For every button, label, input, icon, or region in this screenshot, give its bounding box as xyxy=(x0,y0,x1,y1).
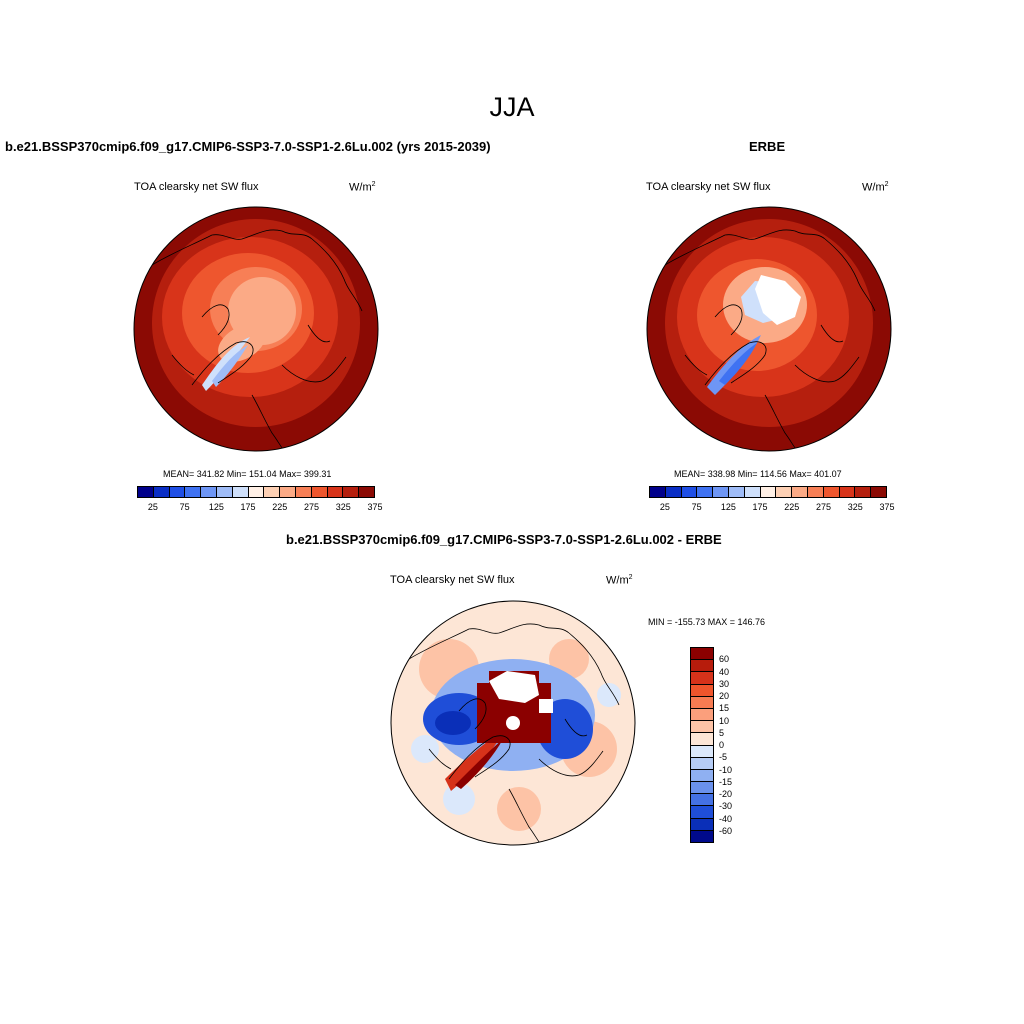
obs-colorbar-swatch xyxy=(855,487,872,497)
obs-colorbar-swatch xyxy=(823,487,840,497)
obs-colorbar-swatch xyxy=(760,487,777,497)
diff-colorbar-tick-label: 0 xyxy=(719,740,725,750)
model-colorbar-swatch xyxy=(359,487,374,497)
model-panel-title: b.e21.BSSP370cmip6.f09_g17.CMIP6-SSP3-7.… xyxy=(5,139,491,154)
model-colorbar-tick-label: 175 xyxy=(240,502,256,512)
obs-colorbar-swatch xyxy=(807,487,824,497)
obs-colorbar-swatch xyxy=(665,487,682,497)
model-units-label: W/m2 xyxy=(349,181,376,194)
model-polar-map xyxy=(133,206,379,452)
diff-colorbar-swatch xyxy=(691,782,713,795)
obs-units-label: W/m2 xyxy=(862,181,889,194)
obs-colorbar-tick-label: 325 xyxy=(847,502,863,512)
obs-colorbar-ticks: 25 75 125 175 225 275 325 375 xyxy=(649,502,895,516)
model-colorbar-swatch xyxy=(343,487,360,497)
diff-colorbar-tick-label: -60 xyxy=(719,825,733,836)
diff-colorbar-tick-label: 15 xyxy=(719,703,730,714)
diff-colorbar-tick-label: -10 xyxy=(719,764,733,775)
model-stats: MEAN= 341.82 Min= 151.04 Max= 399.31 xyxy=(163,469,332,479)
obs-colorbar-tick-label: 125 xyxy=(720,502,736,512)
diff-colorbar-tick-label: -40 xyxy=(719,813,733,824)
model-colorbar-swatch xyxy=(185,487,202,497)
model-colorbar-tick-label: 125 xyxy=(208,502,224,512)
model-colorbar-swatch xyxy=(280,487,296,497)
diff-colorbar-tick-label: 5 xyxy=(719,727,725,738)
obs-colorbar-swatch xyxy=(697,487,714,497)
model-colorbar-tick-label: 275 xyxy=(304,502,320,512)
diff-colorbar-swatch xyxy=(691,672,713,685)
diff-colorbar xyxy=(690,647,714,843)
diff-colorbar-swatch xyxy=(691,648,713,661)
model-colorbar-swatch xyxy=(216,487,233,497)
obs-colorbar-tick-label: 375 xyxy=(879,502,895,512)
model-colorbar xyxy=(137,486,375,498)
model-colorbar-tick-label: 225 xyxy=(272,502,288,512)
model-colorbar-tick-label: 375 xyxy=(367,502,383,512)
diff-variable-label: TOA clearsky net SW flux xyxy=(390,574,515,586)
diff-colorbar-tick-label: 20 xyxy=(719,691,730,701)
model-colorbar-swatch xyxy=(295,487,312,497)
model-variable-label: TOA clearsky net SW flux xyxy=(134,181,259,193)
diff-colorbar-tick-label: -30 xyxy=(719,801,733,812)
obs-stats: MEAN= 338.98 Min= 114.56 Max= 401.07 xyxy=(674,469,842,479)
diff-colorbar-tick-label: 60 xyxy=(719,654,730,665)
diff-colorbar-tick-label: 40 xyxy=(719,666,730,677)
diff-colorbar-swatch xyxy=(691,830,713,842)
model-colorbar-swatch xyxy=(232,487,249,497)
model-colorbar-tick-label: 325 xyxy=(335,502,351,512)
diff-colorbar-swatch xyxy=(691,708,713,722)
diff-colorbar-tick-label: -15 xyxy=(719,776,733,787)
model-colorbar-tick-label: 75 xyxy=(179,502,190,512)
obs-colorbar-swatch xyxy=(744,487,761,497)
model-colorbar-swatch xyxy=(201,487,217,497)
obs-colorbar-swatch xyxy=(713,487,729,497)
diff-colorbar-swatch xyxy=(691,806,713,819)
diff-colorbar-swatch xyxy=(691,769,713,783)
obs-colorbar xyxy=(649,486,887,498)
obs-colorbar-tick-label: 25 xyxy=(659,502,670,512)
diff-units-label: W/m2 xyxy=(606,574,633,587)
diff-colorbar-swatch xyxy=(691,733,713,746)
obs-colorbar-swatch xyxy=(839,487,856,497)
diff-polar-map xyxy=(390,600,636,846)
diff-colorbar-swatch xyxy=(691,696,713,709)
model-colorbar-swatch xyxy=(138,487,154,497)
main-title: JJA xyxy=(489,92,535,122)
diff-colorbar-swatch xyxy=(691,794,713,807)
model-colorbar-swatch xyxy=(248,487,265,497)
model-colorbar-swatch xyxy=(264,487,281,497)
obs-variable-label: TOA clearsky net SW flux xyxy=(646,181,771,193)
diff-colorbar-ticks: 60 40 30 20 15 10 5 0 -5 -10 -15 -20 -30 -40 -60 xyxy=(719,647,749,843)
model-colorbar-ticks: 25 75 125 175 225 275 325 375 xyxy=(137,502,383,516)
obs-colorbar-tick-label: 175 xyxy=(752,502,768,512)
obs-colorbar-tick-label: 225 xyxy=(784,502,800,512)
obs-colorbar-swatch xyxy=(681,487,698,497)
model-colorbar-swatch xyxy=(169,487,186,497)
diff-colorbar-tick-label: 10 xyxy=(719,715,730,726)
diff-colorbar-swatch xyxy=(691,757,713,770)
diff-colorbar-swatch xyxy=(691,684,713,697)
diff-colorbar-swatch xyxy=(691,721,713,734)
diff-colorbar-tick-label: -20 xyxy=(719,789,733,799)
diff-colorbar-swatch xyxy=(691,745,713,758)
diff-panel-title: b.e21.BSSP370cmip6.f09_g17.CMIP6-SSP3-7.… xyxy=(286,532,722,547)
obs-colorbar-swatch xyxy=(728,487,745,497)
model-colorbar-swatch xyxy=(153,487,170,497)
model-colorbar-tick-label: 25 xyxy=(147,502,158,512)
obs-colorbar-swatch xyxy=(792,487,808,497)
diff-stats: MIN = -155.73 MAX = 146.76 xyxy=(648,617,766,627)
obs-panel-title: ERBE xyxy=(749,139,786,154)
obs-polar-map xyxy=(646,206,892,452)
diff-colorbar-swatch xyxy=(691,660,713,673)
model-colorbar-swatch xyxy=(311,487,328,497)
diff-colorbar-swatch xyxy=(691,818,713,831)
obs-colorbar-swatch xyxy=(650,487,666,497)
obs-colorbar-swatch xyxy=(871,487,886,497)
obs-colorbar-swatch xyxy=(776,487,793,497)
obs-colorbar-tick-label: 75 xyxy=(691,502,702,512)
obs-colorbar-tick-label: 275 xyxy=(816,502,832,512)
diff-colorbar-tick-label: 30 xyxy=(719,678,730,689)
model-colorbar-swatch xyxy=(327,487,344,497)
diff-colorbar-tick-label: -5 xyxy=(719,752,728,763)
